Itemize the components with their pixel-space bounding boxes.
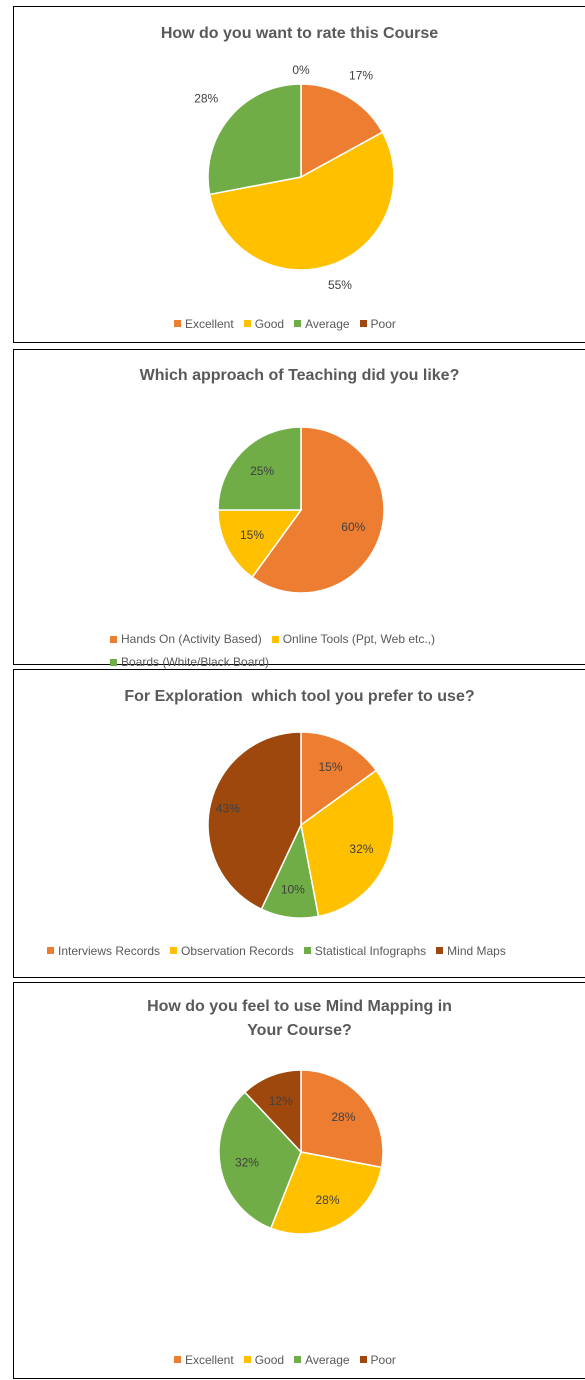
data-label: 60%	[341, 520, 365, 534]
pie-slice-online-tools-ppt-web-etc	[217, 509, 303, 579]
data-label: 12%	[269, 1094, 293, 1108]
legend-item: Poor	[359, 1352, 396, 1367]
chart-panel-3: For Exploration which tool you prefer to…	[13, 669, 585, 978]
chart-legend: Excellent Good Average Poor	[174, 1352, 494, 1367]
pie-chart: 17% 55% 28% 0%	[194, 63, 395, 292]
legend-swatch	[243, 1356, 251, 1363]
legend-item: Hands On (Activity Based)	[110, 628, 262, 651]
legend-label: Excellent	[185, 1352, 234, 1367]
legend-item: Average	[294, 1352, 350, 1367]
legend-item: Excellent	[174, 317, 234, 331]
legend-swatch	[271, 636, 279, 643]
data-label: 15%	[318, 760, 342, 774]
legend-item: Online Tools (Ppt, Web etc.,)	[271, 628, 436, 651]
chart-panel-2: Which approach of Teaching did you like?…	[13, 349, 585, 669]
data-label: 15%	[240, 528, 264, 542]
legend-item: Boards (White/Black Board)	[110, 651, 269, 674]
legend-swatch	[47, 947, 54, 954]
legend-label: Excellent	[185, 316, 234, 331]
legend-label: Mind Maps	[447, 943, 506, 958]
data-label: 0%	[292, 63, 310, 77]
legend-swatch	[294, 320, 302, 327]
data-label: 10%	[281, 882, 305, 896]
pie-slice-interviews-records	[300, 731, 378, 827]
data-label: 17%	[349, 68, 373, 82]
legend-label: Poor	[370, 1352, 396, 1367]
legend-item: Good	[243, 1352, 285, 1367]
chart-title: How do you feel to use Mind Mapping in Y…	[147, 998, 452, 1039]
legend-swatch	[294, 1356, 302, 1363]
pie-slice-good	[208, 131, 395, 271]
legend-label: Average	[305, 316, 350, 331]
data-label: 55%	[328, 278, 352, 292]
pie-slice-hands-on-activity-based	[251, 426, 385, 594]
data-label: 28%	[331, 1110, 355, 1124]
legend-item: Statistical Infographs	[303, 943, 427, 958]
chart-legend: Interviews Records Observation Records Sta…	[47, 943, 585, 958]
legend-swatch	[174, 320, 181, 327]
pie-slice-average	[207, 83, 302, 196]
pie-slice-average	[218, 1091, 302, 1230]
data-label: 28%	[194, 92, 218, 106]
legend-swatch	[436, 947, 444, 954]
legend-label: Good	[254, 316, 285, 331]
legend-label: Good	[254, 1352, 285, 1367]
pie-slice-observation-records	[300, 769, 395, 918]
legend-item: Interviews Records	[47, 944, 160, 958]
legend-label: Observation Records	[181, 943, 294, 958]
chart-title: Which approach of Teaching did you like?	[139, 367, 460, 384]
pie-chart: 60% 15% 25%	[217, 426, 385, 594]
legend-swatch	[110, 636, 117, 643]
pie-slice-boards-white-black-board	[217, 426, 302, 511]
pie-slice-excellent	[300, 83, 384, 179]
legend-item: Poor	[359, 316, 396, 331]
chart-title: How do you want to rate this Course	[160, 25, 439, 42]
legend-item: Average	[294, 316, 350, 331]
legend-label: Hands On (Activity Based)	[121, 632, 262, 646]
chart-legend: Hands On (Activity Based) Online Tools (P…	[110, 628, 530, 674]
data-label: 43%	[216, 802, 240, 816]
legend-swatch	[243, 320, 251, 327]
legend-label: Average	[305, 1352, 350, 1367]
legend-swatch	[359, 320, 367, 327]
data-label: 32%	[349, 842, 373, 856]
data-label: 25%	[250, 464, 274, 478]
data-label: 28%	[315, 1193, 339, 1207]
pie-slice-poor	[243, 1069, 302, 1154]
legend-item: Good	[243, 316, 285, 331]
legend-swatch	[110, 659, 117, 666]
legend-swatch	[174, 1356, 181, 1363]
legend-item: Mind Maps	[436, 944, 506, 958]
legend-label: Interviews Records	[58, 943, 161, 958]
legend-swatch	[303, 947, 311, 954]
legend-label: Boards (White/Black Board)	[121, 655, 270, 669]
legend-swatch	[359, 1356, 367, 1363]
chart-panel-4: How do you feel to use Mind Mapping in Y…	[13, 982, 585, 1379]
pie-slice-good	[269, 1151, 383, 1235]
pie-slice-mind-maps	[207, 731, 302, 911]
legend-label: Statistical Infographs	[314, 943, 427, 958]
legend-label: Online Tools (Ppt, Web etc.,)	[282, 632, 436, 646]
chart-panel-1: How do you want to rate this Course 17% 5…	[13, 6, 585, 343]
legend-item: Observation Records	[170, 944, 294, 958]
chart-title: For Exploration which tool you prefer to…	[124, 688, 475, 705]
pie-chart: 28% 28% 32% 12%	[218, 1069, 384, 1235]
legend-swatch	[170, 947, 178, 954]
data-label: 32%	[235, 1155, 259, 1169]
chart-legend: Excellent Good Average Poor	[174, 316, 494, 331]
pie-chart: 15% 32% 10% 43%	[207, 731, 395, 919]
pie-slice-excellent	[300, 1069, 384, 1169]
legend-label: Poor	[370, 316, 396, 331]
legend-item: Excellent	[174, 1353, 234, 1367]
